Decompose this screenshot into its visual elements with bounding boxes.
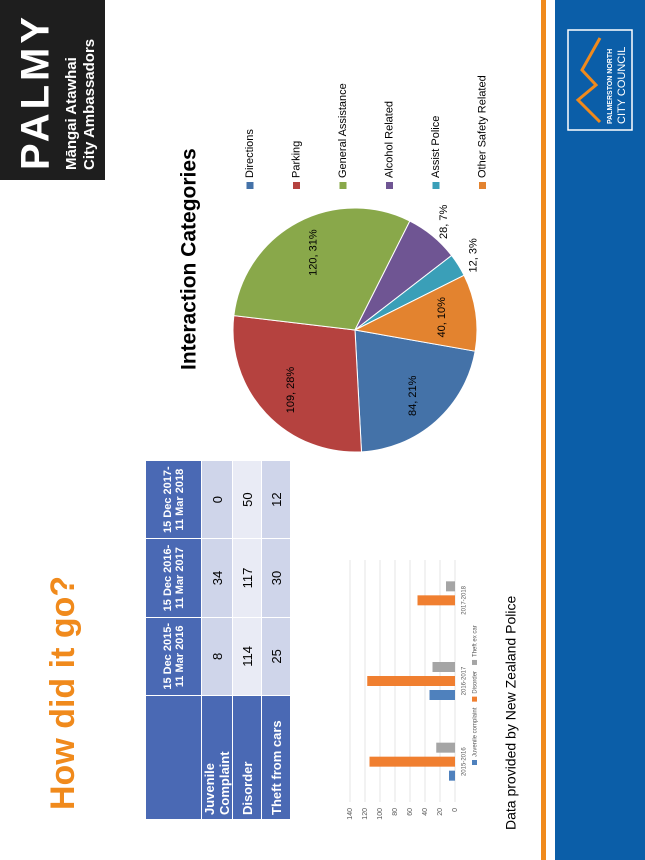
table-row: Juvenile Complaint 8 34 0 [201,460,233,820]
table-cell: 30 [261,538,291,618]
data-label: 12, 3% [468,238,480,272]
pie-slice [233,207,411,331]
table-cell: 114 [232,617,262,696]
x-tick-label: 2017-2018 [462,585,468,614]
pie-slice [354,329,476,453]
y-tick-label: 100 [377,808,384,820]
logo-icon [575,37,602,124]
pie-slice [353,274,478,352]
table-cell: 50 [232,460,262,539]
legend-swatch [293,182,300,189]
bar [429,690,455,700]
data-label: 40, 10% [436,297,448,338]
brand-line: Māngai Atawhai [63,57,80,170]
bar [369,756,455,767]
legend-label: Directions [244,129,256,178]
y-tick-label: 20 [437,808,444,816]
table-cell: Disorder [232,695,262,820]
table-cell [145,695,202,820]
table-cell: 117 [232,538,262,618]
y-tick-label: 140 [347,808,354,820]
table-row: Disorder 114 117 50 [232,460,262,820]
legend-label: Assist Police [430,116,442,178]
bar [432,662,455,672]
legend-label: Theft ex car [473,625,479,657]
brand-line: City Ambassadors [81,39,98,170]
brand-box [0,0,105,180]
bar [446,581,455,592]
table-cell: Theft from cars [261,695,291,820]
table-cell: 8 [201,617,233,696]
y-tick-label: 120 [362,808,369,820]
brand-name: PALMY [14,13,58,170]
y-tick-label: 0 [452,808,459,812]
legend-swatch [472,696,477,702]
legend-label: Juvenile complaint [473,707,479,757]
table-cell: 0 [201,460,233,539]
council-name: PALMERSTON NORTH [607,49,614,124]
bar [367,676,455,686]
y-tick-label: 80 [392,808,399,816]
footer-band [555,0,645,860]
legend-label: Alcohol Related [383,101,395,178]
legend-label: Other Safety Related [476,75,488,178]
data-label: 109, 28% [285,367,297,414]
header-row: 15 Dec 2015- 11 Mar 2016 15 Dec 2016- 11 … [145,460,202,820]
legend-swatch [432,182,440,189]
legend-swatch [479,182,486,189]
page-title: How did it go? [44,576,82,810]
y-tick-label: 40 [422,808,429,816]
data-table: 15 Dec 2015- 11 Mar 2016 15 Dec 2016- 11 … [145,460,291,820]
bar [436,742,455,753]
table-cell: Juvenile Complaint [201,695,233,820]
legend-swatch [339,182,347,189]
table-cell: 15 Dec 2016- 11 Mar 2017 [145,538,202,618]
footer-note: Data provided by New Zealand Police [503,596,519,830]
data-label: 84, 21% [407,375,419,416]
legend-swatch [472,760,477,765]
table-cell: 15 Dec 2015- 11 Mar 2016 [145,617,202,696]
legend-swatch [472,659,477,665]
x-tick-label: 2016-2017 [462,666,468,695]
table-cell: 34 [201,538,233,618]
divider [541,0,546,860]
table-cell: 25 [261,617,291,696]
council-logo [567,29,633,131]
table-cell: 12 [261,460,291,539]
chart-title: Interaction Categories [178,148,201,370]
council-name: CITY COUNCIL [616,47,628,124]
table-row: Theft from cars 25 30 12 [261,460,291,820]
legend-swatch [246,182,254,189]
legend-label: Parking [290,141,302,178]
data-label: 28, 7% [438,204,450,238]
bar [449,770,455,781]
y-tick-label: 60 [407,808,414,816]
pie-slice [232,315,363,453]
legend-label: Disorder [473,671,479,694]
legend-label: General Assistance [337,83,349,178]
data-label: 120, 31% [307,229,319,276]
x-tick-label: 2015-2016 [462,747,468,776]
table-cell: 15 Dec 2017- 11 Mar 2018 [145,460,202,539]
bar [417,595,455,606]
legend-swatch [386,182,393,189]
